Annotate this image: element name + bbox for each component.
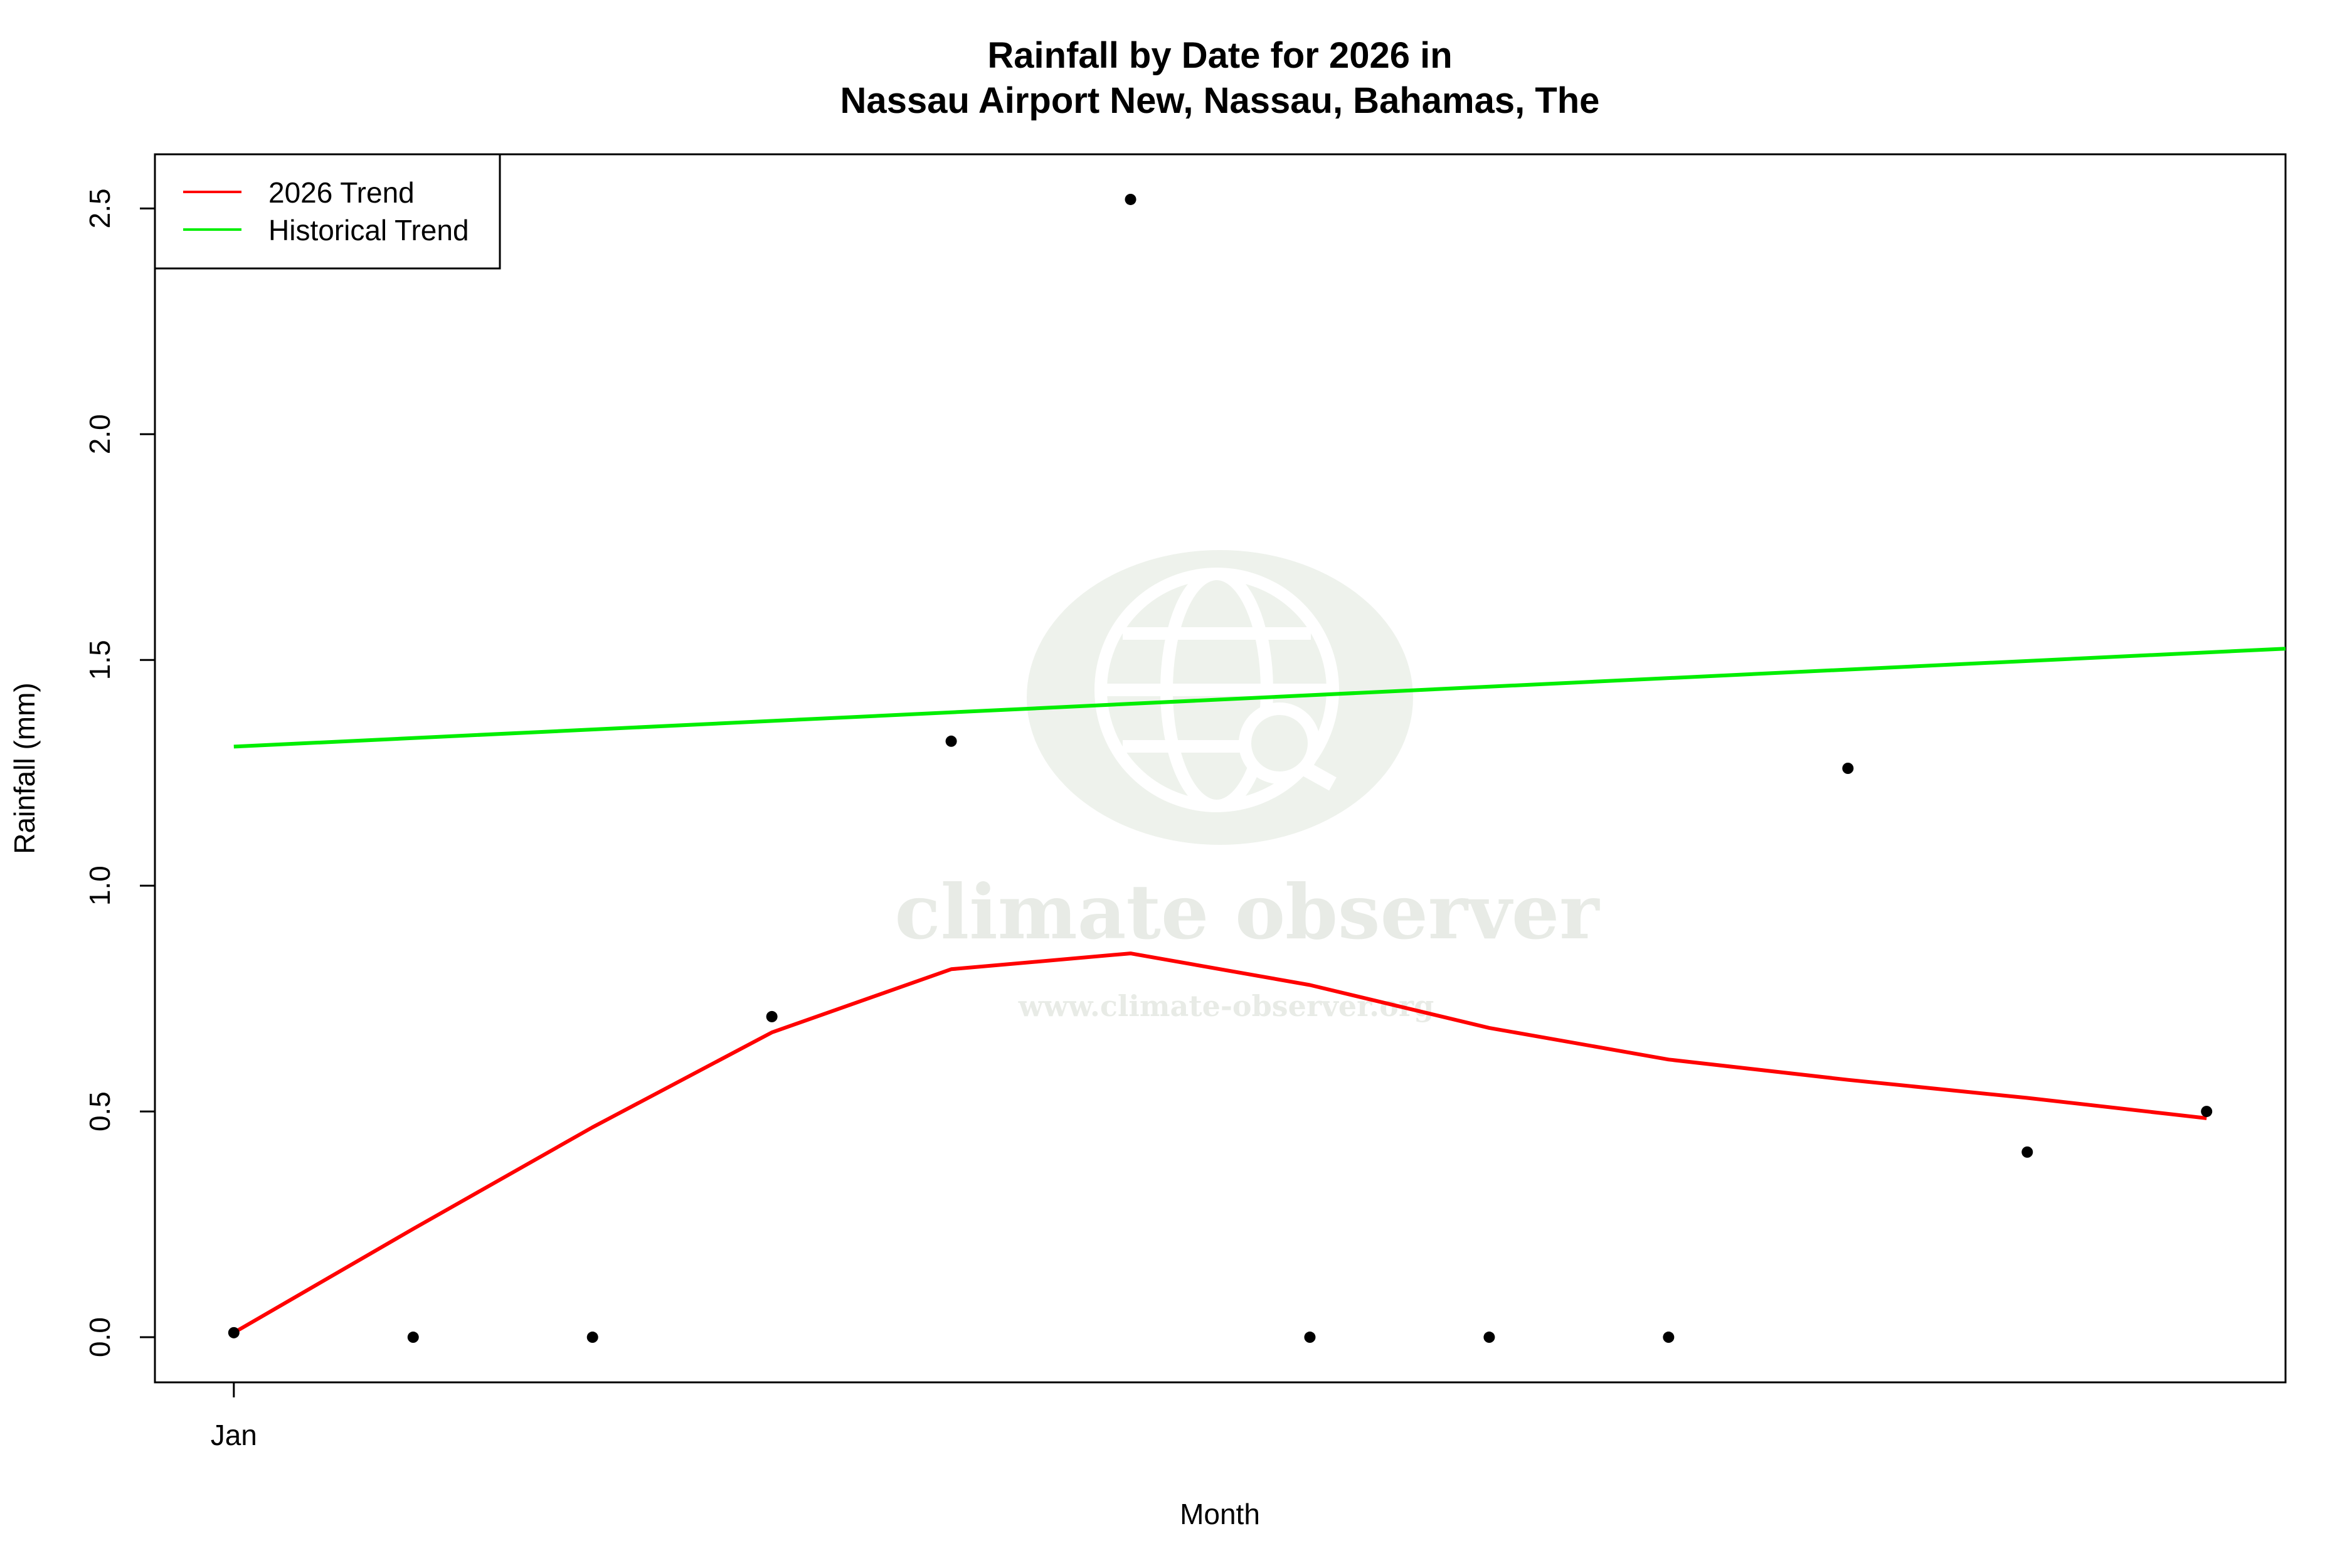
y-tick-label: 2.0 [83, 414, 116, 454]
legend-label-2026-trend: 2026 Trend [268, 176, 415, 209]
data-point [586, 1332, 598, 1343]
data-point [1842, 763, 1854, 774]
data-point [1663, 1332, 1675, 1343]
data-point [407, 1332, 419, 1343]
legend-label-historical-trend: Historical Trend [268, 214, 469, 246]
data-point [2201, 1106, 2213, 1118]
data-point [1304, 1332, 1316, 1343]
watermark-name: climate observer [895, 868, 1601, 956]
series-line-2026-trend [233, 951, 2207, 1335]
y-tick-label: 1.0 [83, 866, 116, 906]
data-point [1483, 1332, 1495, 1343]
watermark-url: www.climate-observer.org [1018, 989, 1434, 1023]
data-point [1125, 193, 1136, 205]
data-point [228, 1327, 240, 1338]
data-point [2021, 1146, 2033, 1158]
points-layer [228, 193, 2213, 1343]
x-axis-label: Month [1180, 1498, 1260, 1530]
y-tick-label: 0.0 [83, 1317, 116, 1357]
x-axis: Jan [211, 1382, 257, 1451]
chart-title-line2: Nassau Airport New, Nassau, Bahamas, The [840, 80, 1600, 121]
chart-title-line1: Rainfall by Date for 2026 in [987, 35, 1452, 76]
data-point [945, 735, 957, 747]
y-tick-label: 1.5 [83, 640, 116, 680]
x-tick-label: Jan [211, 1419, 257, 1451]
y-tick-label: 2.5 [83, 188, 116, 228]
y-tick-label: 0.5 [83, 1091, 116, 1131]
data-point [766, 1010, 778, 1022]
y-axis-label: Rainfall (mm) [8, 682, 41, 854]
watermark: climate observer www.climate-observer.or… [895, 550, 1601, 1023]
globe-search-icon [1094, 568, 1339, 812]
y-axis: 0.0 0.5 1.0 1.5 2.0 2.5 [83, 188, 156, 1357]
legend: 2026 Trend Historical Trend [154, 153, 501, 270]
legend-box [154, 153, 501, 270]
series-layer [233, 647, 2286, 1335]
series-line-historical-trend [233, 647, 2286, 749]
